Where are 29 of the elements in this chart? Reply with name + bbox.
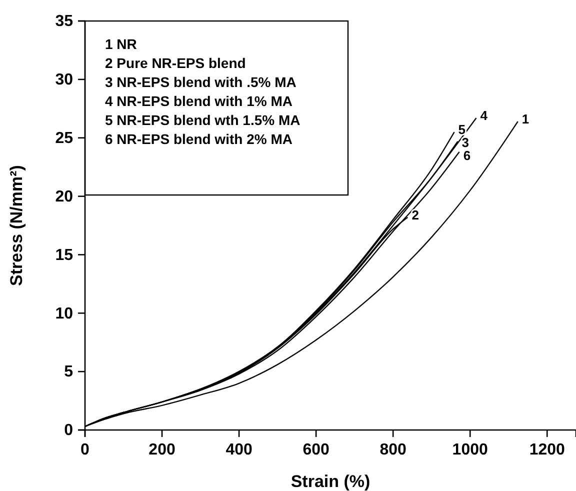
annotation: 5 NR-EPS blend wth 1.5% MA — [105, 112, 300, 128]
x-tick-label: 1000 — [452, 441, 488, 458]
series-label: 4 — [480, 108, 488, 123]
y-tick-label: 15 — [55, 246, 74, 264]
y-tick-label: 5 — [64, 364, 74, 381]
annotation: 6 NR-EPS blend with 2% MA — [105, 131, 292, 147]
y-tick-label: 10 — [55, 305, 74, 322]
annotation: 1 NR — [105, 36, 137, 52]
y-tick-label: 20 — [55, 188, 74, 206]
x-axis-title: Strain (%) — [290, 472, 370, 491]
series-label: 2 — [412, 207, 419, 222]
y-tick-label: 25 — [55, 130, 74, 147]
x-tick-label: 1200 — [529, 441, 566, 458]
x-tick-label: 600 — [302, 441, 330, 458]
x-tick-label: 400 — [226, 441, 252, 458]
series-label: 3 — [462, 135, 470, 150]
annotation: 2 Pure NR-EPS blend — [105, 55, 246, 71]
y-axis-title: Stress (N/mm²) — [7, 165, 26, 286]
series-label: 1 — [522, 111, 530, 126]
y-tick-label: 0 — [64, 422, 74, 440]
annotation: 4 NR-EPS blend with 1% MA — [105, 93, 292, 109]
y-tick-label: 35 — [55, 13, 74, 30]
y-tick-label: 30 — [55, 72, 74, 89]
x-tick-label: 200 — [148, 441, 176, 458]
x-tick-label: 0 — [80, 441, 90, 458]
series-label: 6 — [463, 148, 471, 164]
x-tick-label: 800 — [380, 441, 407, 458]
series-label: 5 — [458, 122, 466, 138]
annotation: 3 NR-EPS blend with .5% MA — [105, 74, 296, 90]
